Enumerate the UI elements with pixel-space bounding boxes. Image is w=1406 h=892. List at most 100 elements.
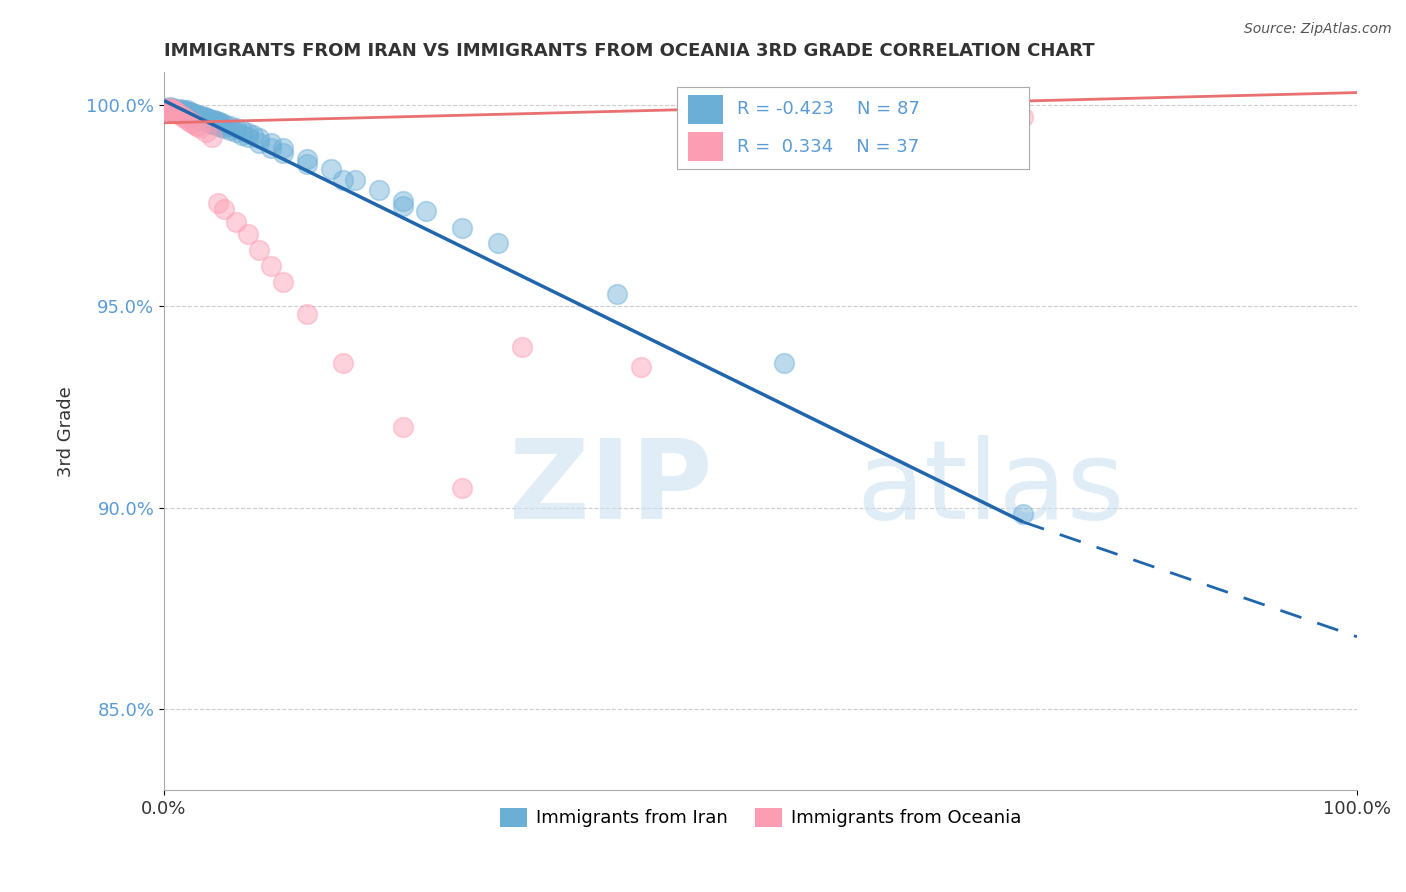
Point bbox=[167, 106, 190, 120]
Point bbox=[160, 102, 183, 116]
Point bbox=[236, 227, 259, 241]
Point bbox=[295, 307, 318, 321]
Point bbox=[159, 101, 181, 115]
Point bbox=[174, 108, 197, 122]
Point bbox=[225, 121, 247, 136]
Point bbox=[156, 103, 179, 118]
Point bbox=[179, 114, 201, 128]
Text: Source: ZipAtlas.com: Source: ZipAtlas.com bbox=[1244, 22, 1392, 37]
Point bbox=[209, 120, 232, 134]
Point bbox=[295, 157, 318, 171]
Point bbox=[332, 356, 354, 370]
Point bbox=[195, 115, 218, 129]
Point bbox=[249, 243, 271, 257]
Point bbox=[212, 202, 235, 217]
Point bbox=[231, 128, 253, 142]
Point bbox=[236, 130, 259, 145]
Point bbox=[165, 104, 187, 119]
Point bbox=[160, 103, 183, 117]
Point bbox=[242, 128, 264, 143]
Point bbox=[162, 103, 184, 118]
Point bbox=[184, 118, 207, 132]
Point bbox=[156, 103, 179, 117]
Point bbox=[1012, 507, 1035, 521]
Point bbox=[195, 111, 218, 125]
Point bbox=[172, 104, 194, 119]
Point bbox=[186, 108, 208, 122]
Text: ZIP: ZIP bbox=[509, 435, 713, 542]
Point bbox=[179, 105, 201, 120]
Point bbox=[162, 103, 184, 118]
Point bbox=[194, 110, 217, 124]
Point bbox=[295, 152, 318, 166]
Point bbox=[163, 104, 186, 119]
Point bbox=[415, 204, 437, 219]
Legend: Immigrants from Iran, Immigrants from Oceania: Immigrants from Iran, Immigrants from Oc… bbox=[492, 801, 1028, 835]
Point bbox=[273, 141, 295, 155]
Text: IMMIGRANTS FROM IRAN VS IMMIGRANTS FROM OCEANIA 3RD GRADE CORRELATION CHART: IMMIGRANTS FROM IRAN VS IMMIGRANTS FROM … bbox=[165, 42, 1095, 60]
Point bbox=[260, 141, 283, 155]
Point bbox=[194, 114, 217, 128]
Point bbox=[218, 119, 240, 133]
Point bbox=[162, 101, 184, 115]
Point bbox=[198, 116, 221, 130]
Point bbox=[165, 104, 187, 119]
Point bbox=[166, 103, 188, 117]
Point bbox=[225, 126, 247, 140]
Point bbox=[179, 109, 201, 123]
Point bbox=[202, 113, 225, 128]
Point bbox=[391, 199, 413, 213]
Point bbox=[273, 146, 295, 161]
Point bbox=[367, 183, 389, 197]
Point bbox=[181, 106, 204, 120]
Point bbox=[249, 130, 271, 145]
Point bbox=[332, 173, 354, 187]
Y-axis label: 3rd Grade: 3rd Grade bbox=[58, 386, 75, 476]
Point bbox=[191, 113, 214, 128]
Point bbox=[201, 129, 224, 144]
Point bbox=[486, 235, 509, 250]
Point bbox=[188, 121, 211, 136]
Text: atlas: atlas bbox=[856, 435, 1125, 542]
Point bbox=[155, 102, 177, 116]
Point bbox=[202, 117, 225, 131]
Point bbox=[260, 259, 283, 273]
Point bbox=[319, 162, 342, 177]
Point bbox=[225, 214, 247, 228]
Point bbox=[170, 104, 193, 119]
Point bbox=[177, 109, 200, 123]
Point bbox=[773, 356, 796, 370]
Point bbox=[249, 136, 271, 150]
Point bbox=[177, 113, 200, 128]
Point bbox=[191, 109, 214, 123]
Point bbox=[172, 107, 194, 121]
Point bbox=[157, 103, 180, 118]
Point bbox=[606, 287, 628, 301]
Point bbox=[169, 102, 191, 116]
Point bbox=[205, 118, 228, 132]
Point bbox=[181, 116, 204, 130]
Point bbox=[167, 105, 190, 120]
Point bbox=[186, 112, 208, 126]
Point bbox=[172, 110, 194, 124]
Point bbox=[231, 123, 253, 137]
Point bbox=[391, 194, 413, 208]
Point bbox=[510, 339, 533, 353]
Point bbox=[162, 103, 184, 118]
Point bbox=[391, 420, 413, 434]
Point bbox=[184, 107, 207, 121]
Point bbox=[184, 111, 207, 125]
Point bbox=[201, 112, 224, 127]
Point bbox=[218, 123, 240, 137]
Point bbox=[236, 126, 259, 140]
Point bbox=[260, 136, 283, 150]
Point bbox=[176, 103, 198, 118]
Point bbox=[451, 220, 474, 235]
Point bbox=[630, 359, 652, 374]
Point bbox=[893, 113, 915, 128]
Point bbox=[212, 117, 235, 131]
Point bbox=[162, 103, 184, 117]
Point bbox=[188, 112, 211, 127]
Point bbox=[159, 101, 181, 115]
Point bbox=[343, 172, 366, 186]
